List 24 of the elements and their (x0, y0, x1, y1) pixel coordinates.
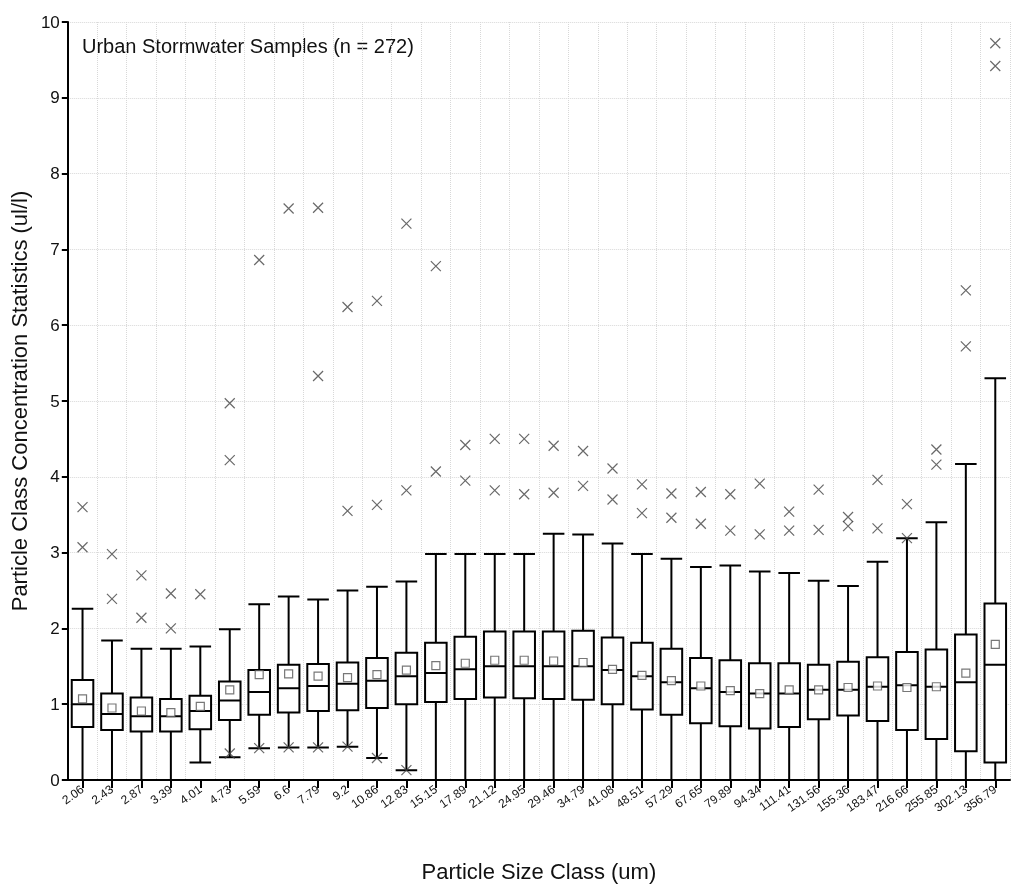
x-tick-label: 2.06 (59, 782, 87, 808)
y-tick-label: 5 (50, 391, 60, 411)
y-tick-label: 2 (50, 618, 60, 638)
x-tick-label: 2.43 (88, 782, 117, 808)
x-tick-label: 2.87 (118, 782, 146, 808)
x-axis-title: Particle Size Class (um) (421, 858, 657, 884)
y-tick-label: 7 (50, 239, 60, 259)
x-tick-label: 9.2 (329, 782, 352, 804)
y-tick-label: 8 (50, 164, 60, 184)
y-tick-label: 6 (50, 315, 60, 335)
y-tick-label: 3 (50, 543, 60, 563)
y-tick-label: 1 (50, 694, 60, 714)
x-tick-label: 7.79 (294, 782, 323, 808)
y-tick-label: 10 (40, 12, 60, 32)
y-axis-title: Particle Class Concentration Statistics (ul/l) (6, 190, 32, 612)
annotation: Urban Stormwater Samples (n = 272) (82, 35, 414, 57)
y-tick-label: 4 (50, 467, 60, 487)
x-tick-label: 4.01 (177, 782, 205, 808)
x-tick-label: 3.39 (147, 782, 176, 808)
x-tick-label: 6.6 (270, 782, 293, 804)
y-tick-label: 0 (50, 770, 60, 790)
x-tick-label: 5.59 (236, 782, 264, 808)
y-tick-label: 9 (50, 88, 60, 108)
x-tick-label: 4.73 (206, 782, 235, 808)
